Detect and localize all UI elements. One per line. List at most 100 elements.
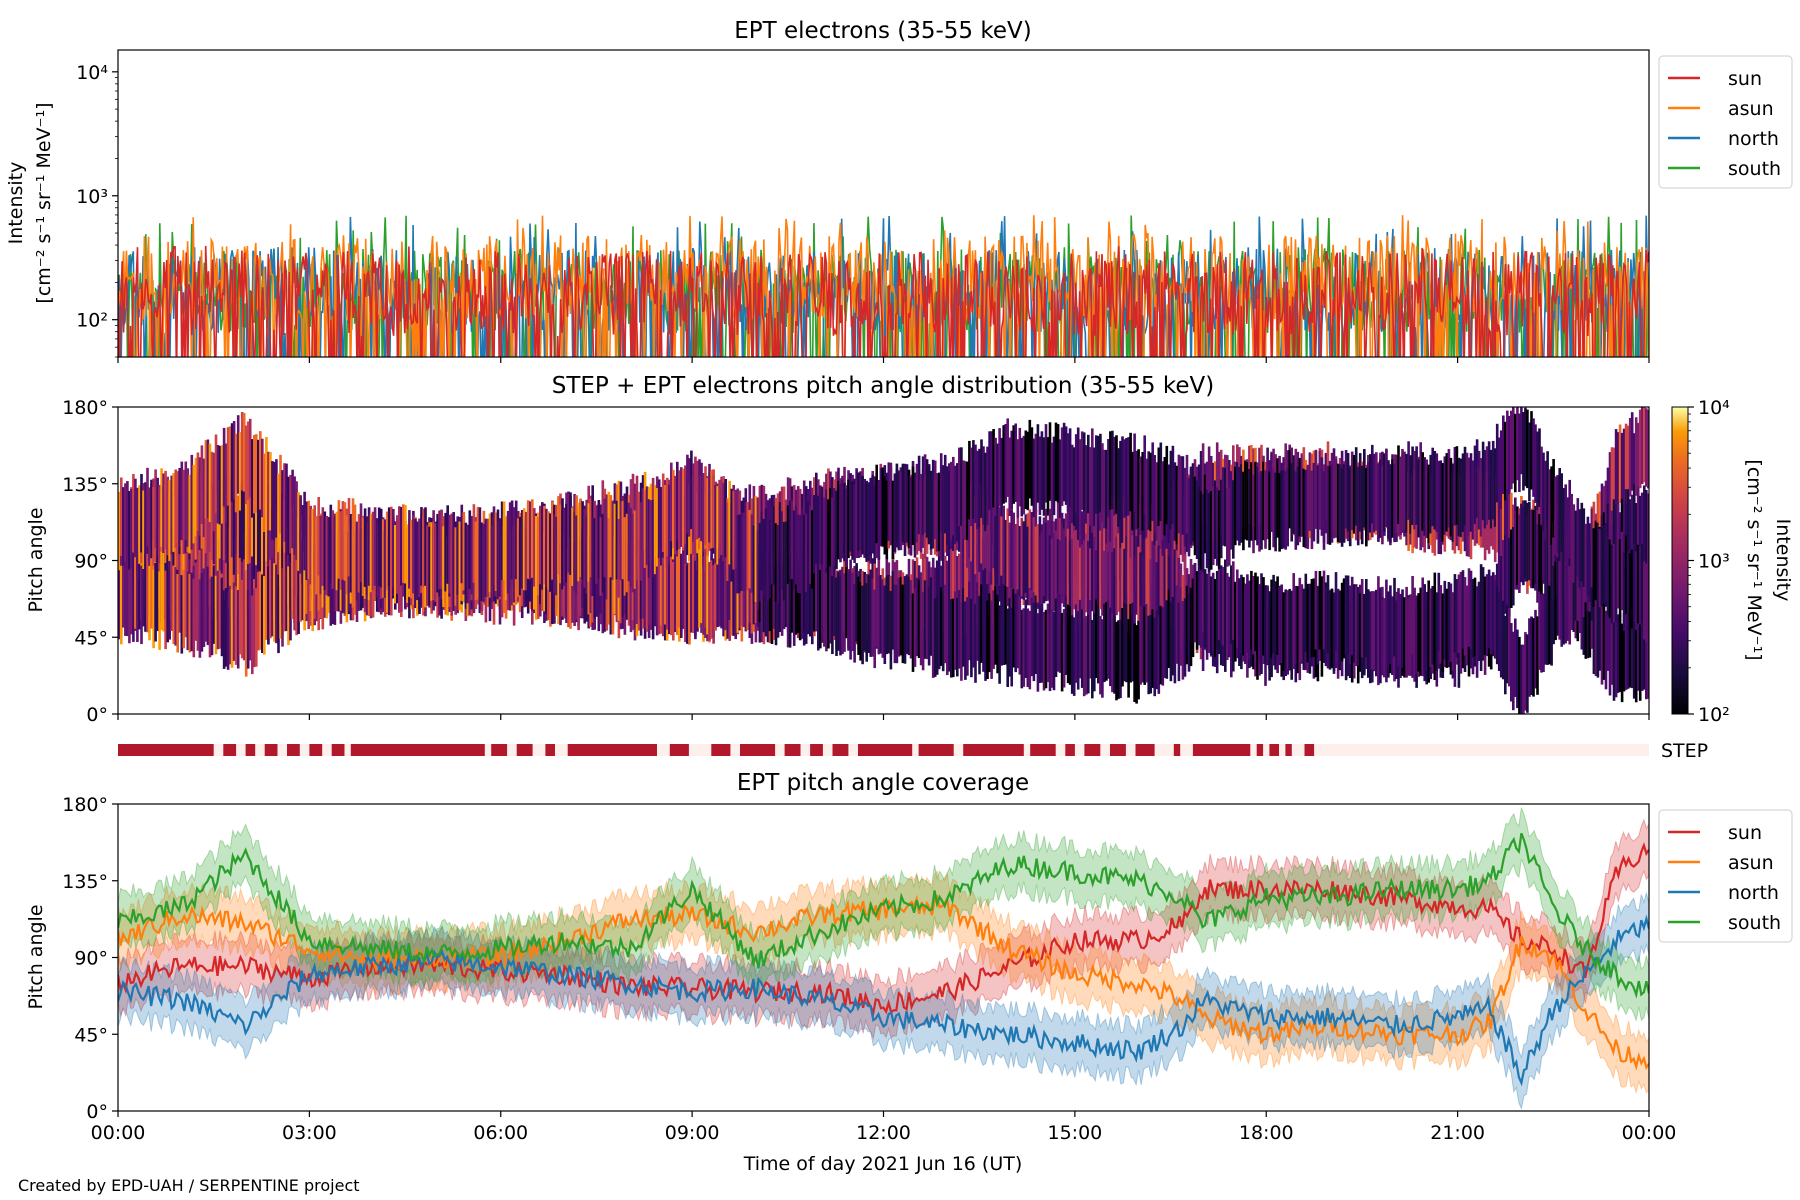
pad-heatmap-cell bbox=[1502, 415, 1505, 494]
coverage-x-axis: 00:00 03:00 06:00 09:00 12:00 15:00 18:00 21:00… bbox=[91, 1111, 1676, 1144]
pad-heatmap-cell bbox=[988, 431, 991, 510]
pad-heatmap-cell bbox=[1171, 487, 1175, 566]
pad-heatmap-cell bbox=[595, 505, 599, 584]
pad-heatmap-cell bbox=[1632, 542, 1636, 622]
pad-heatmap-cell bbox=[639, 502, 643, 581]
pad-heatmap-cell bbox=[996, 443, 999, 522]
pad-heatmap-cell bbox=[1369, 591, 1372, 670]
pad-heatmap-cell bbox=[1286, 590, 1290, 669]
pad-heatmap-cell bbox=[1123, 497, 1126, 576]
pad-heatmap-cell bbox=[1556, 516, 1559, 596]
pad-heatmap-cell bbox=[867, 482, 871, 561]
pad-heatmap-cell bbox=[1411, 446, 1414, 525]
pad-heatmap-cell bbox=[988, 493, 991, 572]
pad-heatmap-cell bbox=[776, 525, 780, 604]
coverage-x-tick-label: 21:00 bbox=[1430, 1122, 1485, 1144]
pad-heatmap-cell bbox=[299, 495, 302, 574]
pad-heatmap-cell bbox=[186, 468, 190, 547]
pad-heatmap-cell bbox=[736, 514, 740, 594]
pad-heatmap-cell bbox=[146, 553, 149, 633]
pad-heatmap-cell bbox=[325, 516, 329, 596]
pad-heatmap-cell bbox=[1292, 455, 1296, 534]
pad-heatmap-cell bbox=[373, 507, 377, 586]
pad-heatmap-cell bbox=[1645, 563, 1648, 642]
pad-heatmap-cell bbox=[1224, 467, 1227, 547]
pad-heatmap-cell bbox=[1451, 592, 1455, 671]
pad-heatmap-cell bbox=[1002, 586, 1006, 665]
pad-heatmap-cell bbox=[1135, 536, 1138, 615]
pad-heatmap-cell bbox=[1499, 488, 1503, 567]
pad-heatmap-cell bbox=[1270, 453, 1273, 532]
pad-heatmap-cell bbox=[1097, 435, 1100, 515]
pad-heatmap-cell bbox=[1497, 437, 1501, 516]
pad-heatmap-cell bbox=[1274, 581, 1277, 660]
pad-heatmap-cell bbox=[813, 495, 816, 574]
pad-heatmap-cell bbox=[674, 553, 677, 633]
pad-heatmap-cell bbox=[1326, 465, 1330, 545]
pad-heatmap-cell bbox=[661, 557, 665, 637]
pad-heatmap-cell bbox=[1570, 551, 1574, 630]
pad-heatmap-cell bbox=[238, 432, 242, 511]
pad-heatmap-cell bbox=[1620, 432, 1624, 512]
pad-heatmap-cell bbox=[1046, 437, 1050, 516]
pad-heatmap-cell bbox=[1417, 459, 1420, 538]
pad-heatmap-cell bbox=[1429, 454, 1433, 534]
pad-heatmap-cell bbox=[1254, 461, 1257, 541]
coverage-x-tick-label: 18:00 bbox=[1239, 1122, 1294, 1144]
pad-heatmap-cell bbox=[1236, 569, 1239, 648]
pad-heatmap-cell bbox=[1445, 588, 1449, 668]
pad-heatmap-cell bbox=[208, 527, 212, 607]
pad-heatmap-cell bbox=[1453, 574, 1457, 653]
pad-heatmap-cell bbox=[1262, 461, 1265, 541]
pad-heatmap-cell bbox=[1518, 514, 1521, 593]
pad-heatmap-cell bbox=[383, 519, 387, 598]
pad-heatmap-cell bbox=[589, 498, 593, 578]
pad-heatmap-cell bbox=[855, 479, 858, 558]
pad-heatmap-cell bbox=[796, 554, 800, 634]
pad-heatmap-cell bbox=[1181, 601, 1185, 680]
pad-heatmap-cell bbox=[1091, 619, 1094, 699]
pad-heatmap-cell bbox=[1288, 449, 1292, 529]
pad-heatmap-cell bbox=[794, 506, 798, 585]
pad-heatmap-cell bbox=[1425, 591, 1429, 671]
pad-heatmap-cell bbox=[903, 585, 907, 664]
pad-heatmap-cell bbox=[1195, 480, 1199, 559]
pad-heatmap-cell bbox=[1542, 505, 1545, 584]
pad-heatmap-cell bbox=[311, 508, 315, 588]
pad-heatmap-cell bbox=[827, 499, 830, 578]
pad-heatmap-cell bbox=[893, 584, 897, 664]
pad-heatmap-cell bbox=[1608, 452, 1612, 531]
pad-heatmap-cell bbox=[273, 461, 276, 541]
pad-heatmap-cell bbox=[1493, 580, 1497, 659]
pad-heatmap-cell bbox=[982, 491, 985, 571]
pad-heatmap-cell bbox=[688, 566, 691, 645]
pad-heatmap-cell bbox=[657, 479, 661, 558]
pad-heatmap-cell bbox=[303, 491, 306, 571]
pad-heatmap-cell bbox=[557, 496, 560, 575]
pad-heatmap-cell bbox=[1645, 620, 1648, 700]
pad-heatmap-cell bbox=[1070, 615, 1074, 694]
pad-heatmap-cell bbox=[877, 575, 881, 655]
pad-heatmap-cell bbox=[547, 511, 550, 590]
pad-heatmap-cell bbox=[1119, 548, 1122, 627]
pad-heatmap-cell bbox=[811, 565, 814, 645]
pad-heatmap-cell bbox=[335, 511, 339, 591]
pad-heatmap-cell bbox=[1193, 476, 1197, 556]
pad-heatmap-cell bbox=[1638, 495, 1642, 575]
pad-heatmap-cell bbox=[1417, 593, 1420, 672]
pad-heatmap-cell bbox=[1499, 599, 1503, 678]
pad-heatmap-cell bbox=[1626, 551, 1630, 631]
pad-heatmap-cell bbox=[976, 450, 979, 530]
pad-heatmap-cell bbox=[291, 540, 294, 619]
pad-heatmap-cell bbox=[1054, 530, 1058, 610]
pad-heatmap-cell bbox=[1624, 489, 1628, 568]
pad-heatmap-cell bbox=[982, 593, 985, 672]
pad-heatmap-cell bbox=[1491, 440, 1495, 520]
pad-heatmap-cell bbox=[1167, 589, 1171, 668]
pad-heatmap-cell bbox=[855, 563, 858, 642]
pad-heatmap-cell bbox=[1495, 585, 1499, 665]
pad-heatmap-cell bbox=[1085, 445, 1088, 524]
pad-heatmap-cell bbox=[1145, 604, 1149, 683]
pad-heatmap-cell bbox=[1006, 608, 1010, 687]
